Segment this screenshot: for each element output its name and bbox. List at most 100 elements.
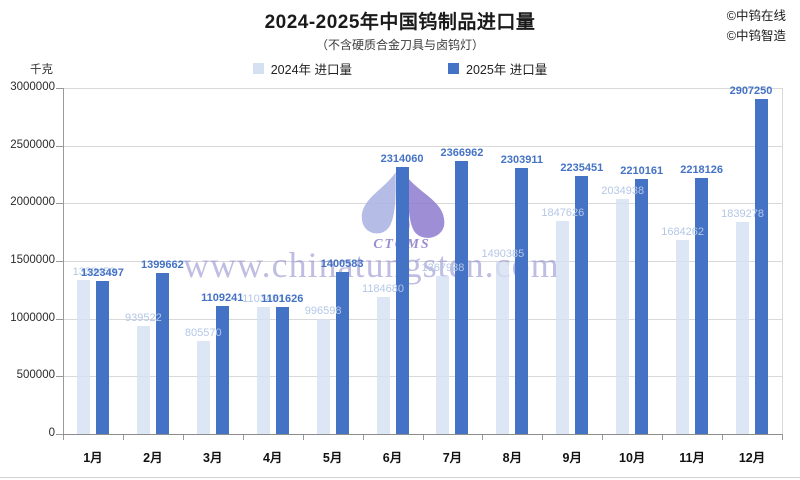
- chart-legend: 2024年 进口量 2025年 进口量: [0, 59, 800, 78]
- x-axis-tick: [122, 434, 124, 440]
- bar-2025: [755, 98, 769, 434]
- bar-2025: [335, 272, 349, 434]
- y-axis-tick: [56, 376, 63, 378]
- bar-label: 2210161: [620, 165, 664, 178]
- bar-2025: [155, 272, 169, 434]
- chart-title: 2024-2025年中国钨制品进口量: [264, 12, 536, 33]
- y-axis-line: [63, 88, 64, 440]
- bar-label: 1109241: [201, 292, 244, 305]
- x-axis-label: 1月: [83, 451, 103, 465]
- gridline: [63, 261, 782, 262]
- x-axis-label: 11月: [679, 451, 705, 465]
- x-axis-label: 6月: [382, 451, 403, 465]
- bar-2024: [196, 341, 210, 434]
- x-axis-label: 5月: [322, 451, 343, 465]
- x-axis-label: 8月: [502, 451, 523, 465]
- x-axis-label: 7月: [442, 451, 463, 465]
- bar-label: 1847626: [541, 206, 585, 219]
- y-axis-unit-label: 千克: [30, 64, 53, 76]
- gridline: [63, 318, 782, 320]
- x-axis-label: 10月: [619, 451, 646, 465]
- bar-label: 1101626: [261, 292, 304, 305]
- plot-right-border: [782, 88, 783, 434]
- bar-label: 1684262: [661, 225, 705, 238]
- bar-label: 1184680: [362, 283, 405, 296]
- bar-2024: [136, 325, 150, 434]
- bar-label: 1367938: [421, 262, 465, 275]
- bar-2025: [635, 179, 649, 434]
- legend-label-2025: 2025年 进口量: [466, 63, 548, 77]
- x-axis-tick: [362, 434, 364, 440]
- x-axis-label: 9月: [562, 451, 582, 465]
- x-axis-tick: [482, 434, 484, 440]
- bar-label: 805570: [184, 327, 222, 340]
- legend-swatch-2024-icon: [252, 63, 264, 74]
- bar-label: 2034938: [601, 185, 645, 198]
- bar-label: 2907250: [729, 84, 773, 97]
- legend-item-2024: 2024年 进口量: [252, 59, 352, 78]
- bar-2024: [316, 319, 330, 434]
- y-axis-label: 2500000: [10, 138, 55, 151]
- bar-2025: [275, 306, 289, 434]
- x-axis-tick: [242, 434, 244, 440]
- y-axis-label: 500000: [16, 369, 55, 382]
- bottom-divider: [0, 477, 800, 478]
- bar-2024: [76, 279, 90, 434]
- legend-label-2024: 2024年 进口量: [270, 63, 352, 77]
- bar-2024: [556, 220, 570, 434]
- gridline: [63, 145, 782, 147]
- y-axis-tick: [56, 145, 63, 147]
- bar-2025: [95, 281, 109, 434]
- copyright-line-1: ©中钨在线: [726, 9, 786, 23]
- y-axis-tick: [56, 88, 63, 89]
- y-axis-tick: [56, 203, 63, 205]
- bar-label: 939522: [125, 311, 162, 324]
- x-axis-tick: [542, 434, 544, 440]
- bar-label: 1339450: [72, 265, 116, 278]
- bar-2025: [215, 306, 229, 434]
- bar-label: 1400583: [320, 258, 364, 271]
- x-axis-tick: [782, 434, 783, 440]
- bar-2025: [515, 168, 529, 434]
- x-axis-label: 2月: [143, 451, 163, 465]
- bar-2025: [395, 167, 409, 434]
- bar-2024: [616, 199, 630, 434]
- x-axis-tick: [602, 434, 604, 440]
- x-axis-tick: [182, 434, 184, 440]
- bar-label: 2366962: [440, 147, 484, 159]
- y-axis-label: 3000000: [10, 81, 55, 93]
- bar-2024: [736, 221, 750, 434]
- legend-item-2025: 2025年 进口量: [448, 59, 547, 78]
- copyright-block: ©中钨在线 ©中钨智造: [727, 6, 786, 46]
- x-axis-label: 4月: [262, 451, 283, 465]
- bar-label: 2235451: [560, 162, 604, 175]
- x-axis-line: [63, 434, 782, 435]
- x-axis-tick: [422, 434, 424, 440]
- y-axis-label: 1500000: [10, 254, 55, 266]
- bar-2025: [455, 161, 469, 434]
- x-axis-tick: [302, 434, 304, 440]
- bar-label: 1103451: [242, 292, 285, 305]
- y-axis-label: 1000000: [10, 311, 55, 324]
- y-axis-label: 2000000: [10, 196, 55, 209]
- watermark-text: www.chinatungsten.com: [183, 245, 560, 285]
- bar-2025: [575, 176, 589, 434]
- x-axis-tick: [722, 434, 724, 440]
- copyright-line-2: ©中钨智造: [726, 29, 786, 43]
- y-axis-label: 0: [48, 427, 55, 439]
- bar-label: 2314060: [380, 153, 424, 166]
- y-axis-tick: [56, 434, 63, 435]
- x-axis-label: 3月: [203, 451, 223, 465]
- y-axis-tick: [56, 318, 63, 320]
- bar-label: 2218126: [680, 164, 724, 177]
- bar-2024: [256, 306, 270, 434]
- bar-label: 2303911: [500, 154, 543, 167]
- bar-2024: [496, 262, 510, 434]
- bar-2024: [376, 297, 390, 434]
- gridline: [63, 88, 782, 89]
- gridline: [63, 376, 782, 378]
- bar-label: 1490385: [481, 248, 525, 261]
- bar-label: 996598: [304, 305, 342, 318]
